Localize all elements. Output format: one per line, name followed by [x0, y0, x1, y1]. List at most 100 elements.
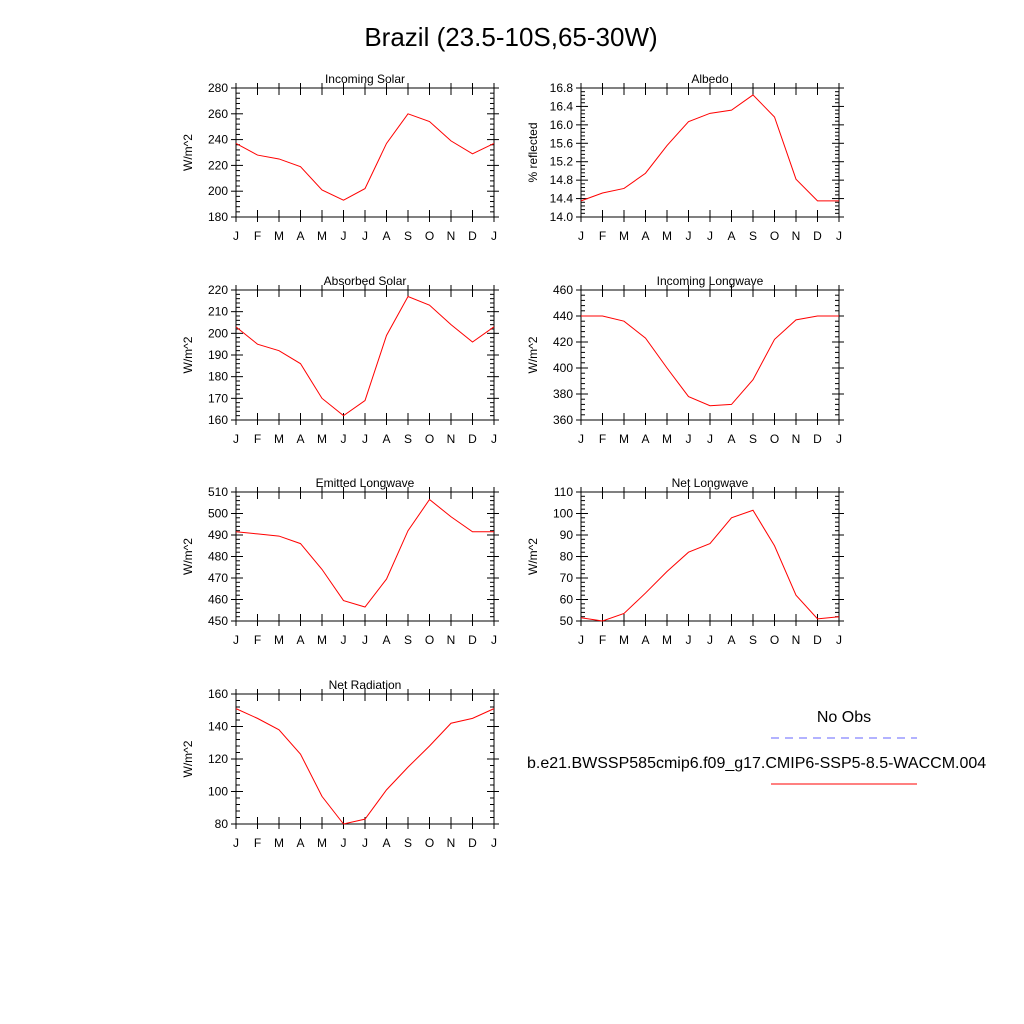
y-tick-label: 15.6: [550, 136, 574, 150]
x-tick-label: S: [404, 229, 412, 243]
x-tick-label: D: [813, 432, 822, 446]
x-tick-label: J: [233, 432, 239, 446]
x-tick-label: J: [686, 633, 692, 647]
x-tick-label: F: [599, 229, 606, 243]
y-axis-label: W/m^2: [526, 538, 540, 575]
x-tick-label: J: [578, 633, 584, 647]
x-tick-label: J: [836, 432, 842, 446]
panel-frame: [580, 491, 840, 622]
x-tick-label: S: [749, 633, 757, 647]
y-axis-label: W/m^2: [181, 740, 195, 777]
x-tick-label: F: [254, 432, 261, 446]
y-tick-label: 200: [208, 326, 228, 340]
y-tick-label: 140: [208, 720, 228, 734]
y-tick-label: 14.8: [550, 173, 574, 187]
panel-frame: [235, 491, 495, 622]
x-tick-label: A: [382, 229, 390, 243]
x-tick-label: O: [770, 229, 779, 243]
panel-frame: [580, 87, 840, 218]
x-tick-label: M: [619, 229, 629, 243]
x-tick-label: A: [382, 836, 390, 850]
x-tick-label: D: [813, 633, 822, 647]
y-tick-label: 220: [208, 158, 228, 172]
y-axis-label: % reflected: [526, 122, 540, 182]
legend-obs-label: No Obs: [817, 709, 871, 726]
y-tick-label: 180: [208, 370, 228, 384]
y-tick-label: 480: [208, 550, 228, 564]
series-line: [235, 498, 494, 608]
x-tick-label: D: [468, 633, 477, 647]
x-tick-label: J: [578, 432, 584, 446]
x-tick-label: J: [578, 229, 584, 243]
y-tick-label: 80: [560, 550, 574, 564]
panel-title: Incoming Longwave: [657, 274, 764, 288]
y-tick-label: 490: [208, 528, 228, 542]
y-tick-label: 14.0: [550, 210, 574, 224]
x-tick-label: J: [341, 633, 347, 647]
x-tick-label: J: [491, 229, 497, 243]
x-tick-label: A: [727, 432, 735, 446]
x-tick-label: J: [836, 229, 842, 243]
x-tick-label: M: [317, 432, 327, 446]
y-tick-label: 510: [208, 485, 228, 499]
legend-model-label: b.e21.BWSSP585cmip6.f09_g17.CMIP6-SSP5-8…: [527, 755, 986, 772]
y-tick-label: 16.4: [550, 99, 574, 113]
x-tick-label: O: [770, 432, 779, 446]
x-tick-label: A: [296, 836, 304, 850]
y-tick-label: 15.2: [550, 155, 574, 169]
x-tick-label: M: [274, 836, 284, 850]
x-tick-label: A: [727, 633, 735, 647]
x-tick-label: F: [254, 229, 261, 243]
x-tick-label: N: [447, 633, 456, 647]
panel-frame: [235, 87, 495, 218]
y-tick-label: 380: [553, 387, 573, 401]
y-tick-label: 500: [208, 507, 228, 521]
y-tick-label: 100: [208, 785, 228, 799]
x-tick-label: J: [341, 836, 347, 850]
x-tick-label: M: [662, 432, 672, 446]
x-tick-label: A: [382, 432, 390, 446]
legend: No Obs b.e21.BWSSP585cmip6.f09_g17.CMIP6…: [527, 709, 986, 785]
x-tick-label: N: [792, 229, 801, 243]
x-tick-label: M: [662, 229, 672, 243]
series-line: [580, 94, 839, 202]
x-tick-label: D: [468, 229, 477, 243]
x-tick-label: J: [233, 633, 239, 647]
x-tick-label: M: [274, 229, 284, 243]
x-tick-label: O: [425, 633, 434, 647]
x-tick-label: J: [686, 229, 692, 243]
panel-title: Albedo: [691, 72, 729, 86]
panel-title: Incoming Solar: [325, 72, 405, 86]
y-tick-label: 90: [560, 528, 574, 542]
y-tick-label: 460: [208, 593, 228, 607]
x-tick-label: J: [836, 633, 842, 647]
x-tick-label: A: [382, 633, 390, 647]
panel-frame: [235, 693, 495, 825]
y-tick-label: 420: [553, 335, 573, 349]
x-tick-label: D: [468, 432, 477, 446]
x-tick-label: O: [425, 836, 434, 850]
y-tick-label: 160: [208, 413, 228, 427]
x-tick-label: M: [317, 229, 327, 243]
x-tick-label: D: [813, 229, 822, 243]
y-axis-label: W/m^2: [526, 336, 540, 373]
x-tick-label: A: [296, 633, 304, 647]
y-tick-label: 170: [208, 391, 228, 405]
series-line: [235, 113, 495, 201]
panel-title: Emitted Longwave: [316, 476, 415, 490]
x-tick-label: J: [341, 229, 347, 243]
y-tick-label: 110: [554, 485, 573, 499]
x-tick-label: J: [362, 229, 368, 243]
x-tick-label: M: [619, 633, 629, 647]
x-tick-label: J: [362, 836, 368, 850]
x-tick-label: F: [599, 633, 606, 647]
y-tick-label: 440: [553, 309, 573, 323]
y-tick-label: 120: [208, 752, 228, 766]
x-tick-label: N: [447, 229, 456, 243]
